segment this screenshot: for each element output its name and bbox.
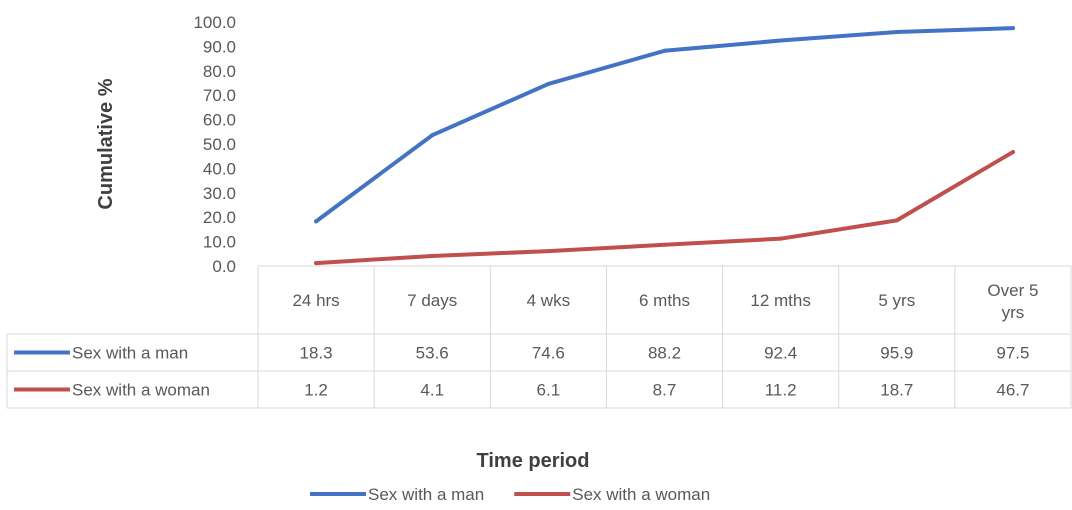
data-table: 24 hrs 7 days 4 wks 6 mths 12 mths 5 yrs Over … [6,265,1072,409]
data-point [894,218,899,223]
data-point [894,30,899,35]
x-category-label: 5 yrs [878,291,915,310]
y-tick-label: 30.0 [203,184,236,203]
data-point [314,261,319,266]
legend-label: Sex with a man [368,485,484,504]
y-tick-label: 10.0 [203,233,236,252]
legend: Sex with a man Sex with a woman [310,485,710,504]
data-point [778,38,783,43]
data-point [546,81,551,86]
y-tick-label: 80.0 [203,62,236,81]
table-cell: 11.2 [765,381,797,400]
table-cell: 18.3 [300,344,333,363]
table-cell: 4.1 [420,381,444,400]
table-cell: 1.2 [304,381,328,400]
table-cell: 8.7 [653,381,677,400]
legend-label: Sex with a woman [572,485,710,504]
y-tick-label: 60.0 [203,111,236,130]
x-category-label: 24 hrs [292,291,339,310]
y-tick-label: 0.0 [212,257,236,276]
table-cell: 88.2 [648,344,681,363]
table-cell: 46.7 [996,381,1029,400]
y-tick-label: 90.0 [203,37,236,56]
data-point [778,236,783,241]
data-point [430,253,435,258]
y-axis: 0.0 10.0 20.0 30.0 40.0 50.0 60.0 70.0 80.0 90.0 1… [193,13,236,276]
data-point [1010,26,1015,31]
table-series-label: Sex with a woman [72,381,210,400]
table-cell: 18.7 [880,381,913,400]
data-point [1010,150,1015,155]
data-point [662,242,667,247]
y-tick-label: 50.0 [203,135,236,154]
table-cell: 74.6 [532,344,565,363]
series-line-0 [314,26,1015,224]
x-category-label: 12 mths [750,291,810,310]
y-axis-title: Cumulative % [95,78,117,209]
data-point [430,133,435,138]
plot-area [314,26,1015,266]
y-tick-label: 40.0 [203,159,236,178]
data-point [662,48,667,53]
x-category-label: 7 days [407,291,457,310]
y-tick-label: 20.0 [203,208,236,227]
x-category-label: 6 mths [639,291,690,310]
x-axis-title: Time period [477,450,590,472]
x-category-label: 4 wks [527,291,570,310]
table-series-label: Sex with a man [72,344,188,363]
table-cell: 92.4 [764,344,797,363]
table-cell: 95.9 [880,344,913,363]
data-point [314,219,319,224]
y-tick-label: 70.0 [203,86,236,105]
table-cell: 53.6 [416,344,449,363]
data-point [546,249,551,254]
table-cell: 97.5 [996,344,1029,363]
x-category-label: Over 5 yrs [987,281,1038,322]
y-tick-label: 100.0 [193,13,236,32]
table-cell: 6.1 [537,381,561,400]
